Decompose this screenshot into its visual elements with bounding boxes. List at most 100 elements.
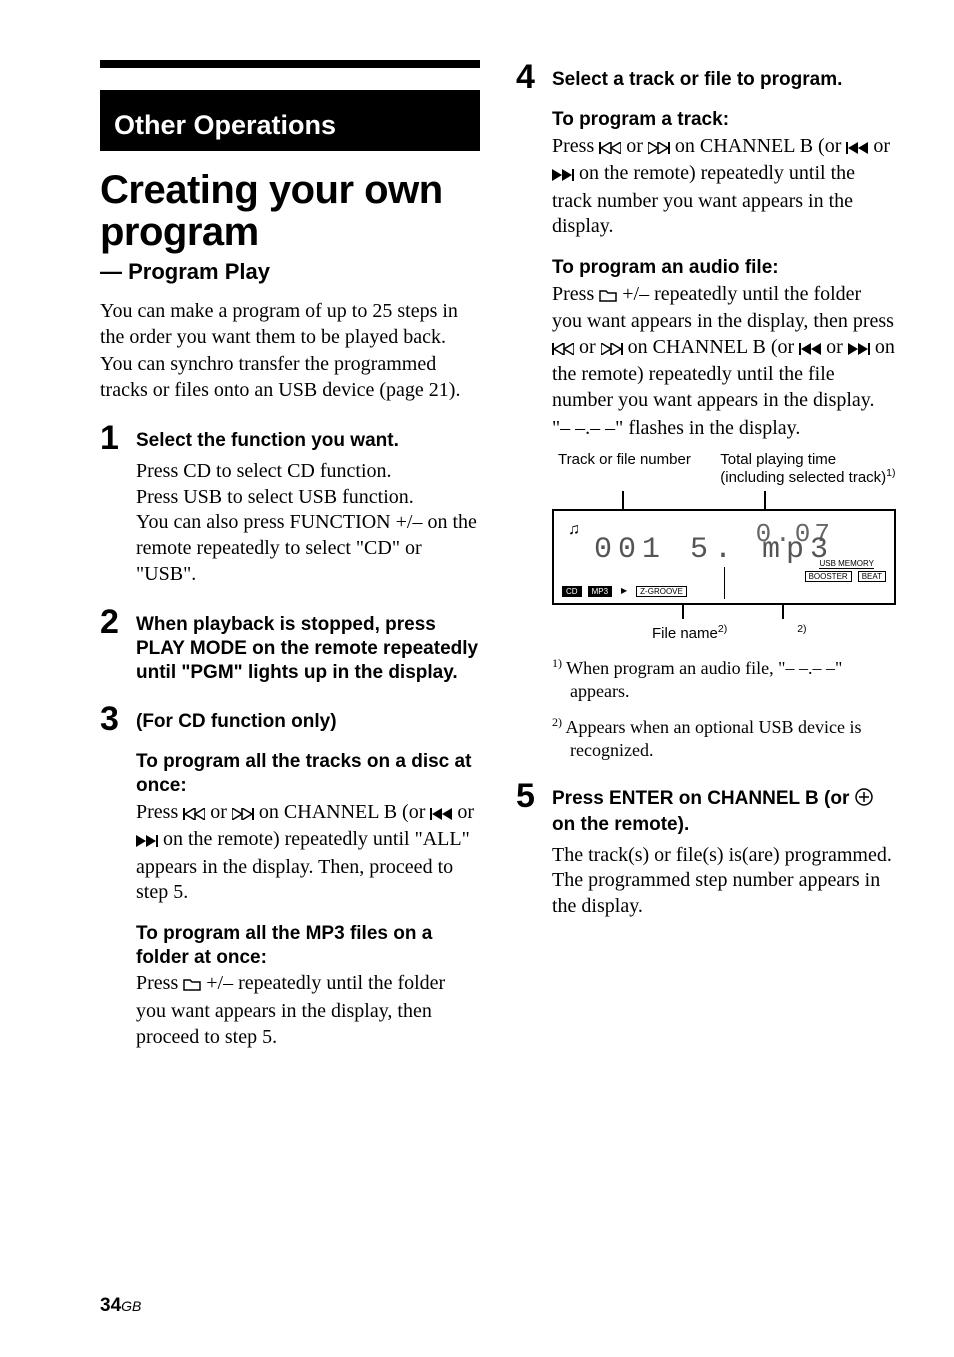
step-2: 2 When playback is stopped, press PLAY M… [100,605,480,684]
step-3-sub1-a: Press [136,801,183,823]
step-5-head: Press ENTER on CHANNEL B (or on the remo… [552,787,896,837]
step-4-sub2-a: Press [552,283,599,305]
or-text: or [826,336,848,358]
section-bar-wrap: Other Operations [100,60,480,163]
enter-icon [855,788,873,813]
footnote-2: 2) Appears when an optional USB device i… [552,716,896,761]
step-3-head: (For CD function only) [136,710,480,734]
prev-track-solid-icon [799,337,821,363]
or-text: or [579,336,601,358]
usb-memory-label: USB MEMORY [819,559,874,569]
annotation-2: 2) [797,625,806,643]
prev-track-icon [599,136,621,162]
annotation-file-name: File name2) [652,625,727,643]
footnote-2-num: 2) [552,715,562,729]
step-2-number: 2 [100,605,128,639]
annot-bl-sup: 2) [718,623,727,635]
step-3-sub1-b: on CHANNEL B (or [259,801,430,823]
badge-beat: BEAT [858,571,886,582]
annot-br: 2) [797,623,806,635]
step-4-sub2-head: To program an audio file: [552,256,896,280]
step-4-body: Select a track or file to program. To pr… [552,60,896,761]
next-track-icon [601,337,623,363]
step-5-number: 5 [516,779,544,813]
page-footer: 34GB [100,1295,141,1317]
intro-paragraph-1: You can make a program of up to 25 steps… [100,299,480,350]
prev-track-solid-icon [846,136,868,162]
step-4-flash: "– –.– –" flashes in the display. [552,416,896,442]
step-4-head: Select a track or file to program. [552,68,896,92]
annot-top-right-l1: Total playing time [720,451,836,468]
annotation-top: Track or file number Total playing time … [558,451,896,487]
next-track-solid-icon [136,829,158,855]
step-3-sub2-head: To program all the MP3 files on a folder… [136,922,480,970]
or-text: or [210,801,232,823]
next-track-solid-icon [848,337,870,363]
annotation-track-number: Track or file number [558,451,710,487]
next-track-icon [648,136,670,162]
footnote-2-text: Appears when an optional USB device is r… [562,717,861,760]
step-1-para: Press CD to select CD function. Press US… [136,459,480,587]
or-text: or [873,135,890,157]
display-badges-right: BOOSTER BEAT [805,571,886,582]
step-5-body: Press ENTER on CHANNEL B (or on the remo… [552,779,896,919]
step-4-sub1-c: on the remote) repeatedly until the trac… [552,162,855,237]
badge-zgroove: Z-GROOVE [636,586,687,597]
step-3-body: (For CD function only) To program all th… [136,702,480,1050]
page-columns: Other Operations Creating your own progr… [0,0,954,1050]
step-4-number: 4 [516,60,544,94]
step-3-sub1-head: To program all the tracks on a disc at o… [136,750,480,798]
folder-icon [183,973,201,999]
step-3-sub2-para: Press +/– repeatedly until the folder yo… [136,971,480,1050]
step-4-sub1-para: Press or on CHANNEL B (or or on the remo… [552,134,896,240]
prev-track-icon [552,337,574,363]
step-4: 4 Select a track or file to program. To … [516,60,896,761]
display-badges-left: CD MP3 ▶ Z-GROOVE [562,586,687,597]
page-number: 34 [100,1295,121,1316]
annotation-total-time: Total playing time (including selected t… [720,451,896,487]
step-2-head: When playback is stopped, press PLAY MOD… [136,613,480,684]
badge-cd: CD [562,586,582,597]
step-3: 3 (For CD function only) To program all … [100,702,480,1050]
intro-paragraph-2: You can synchro transfer the programmed … [100,352,480,403]
step-5: 5 Press ENTER on CHANNEL B (or on the re… [516,779,896,919]
annot-bl: File name [652,625,718,642]
page-title: Creating your own program [100,169,480,253]
step-1-head: Select the function you want. [136,429,480,453]
next-track-solid-icon [552,163,574,189]
page-subtitle: — Program Play [100,259,480,285]
step-3-number: 3 [100,702,128,736]
step-3-sub2-a: Press [136,972,183,994]
left-column: Other Operations Creating your own progr… [100,60,480,1050]
step-1: 1 Select the function you want. Press CD… [100,421,480,587]
top-leader-lines [552,491,896,509]
step-2-body: When playback is stopped, press PLAY MOD… [136,605,480,684]
footnote-1-text: When program an audio file, "– –.– –" ap… [562,658,842,701]
other-operations-heading: Other Operations [100,90,480,163]
or-text-2: or [457,801,474,823]
display-divider [724,567,725,599]
step-5-head-a: Press ENTER on CHANNEL B (or [552,788,855,809]
footnote-1: 1) When program an audio file, "– –.– –"… [552,657,896,702]
step-4-sub2-para: Press +/– repeatedly until the folder yo… [552,282,896,414]
annot-top-right-l2: (including selected track) [720,469,886,486]
step-3-sub1-c: on the remote) repeatedly until "ALL" ap… [136,828,470,903]
step-4-sub1-a: Press [552,135,599,157]
next-track-icon [232,802,254,828]
annotation-bottom: File name2) 2) [652,625,896,643]
annot-sup-1: 1) [886,467,895,479]
footnote-1-num: 1) [552,656,562,670]
step-1-body: Select the function you want. Press CD t… [136,421,480,587]
display-diagram: Track or file number Total playing time … [552,451,896,643]
step-5-para: The track(s) or file(s) is(are) programm… [552,843,896,920]
step-4-sub1-b: on CHANNEL B (or [675,135,846,157]
step-4-sub2-c: on CHANNEL B (or [628,336,799,358]
bottom-leader-lines [552,605,896,619]
prev-track-icon [183,802,205,828]
display-box: ♫ 0.07 001 5. mp3 CD MP3 ▶ Z-GROOVE USB … [552,509,896,605]
or-text: or [626,135,648,157]
step-5-head-b: on the remote). [552,814,689,835]
page-gb: GB [121,1298,141,1314]
right-column: 4 Select a track or file to program. To … [516,60,896,1050]
folder-icon [599,284,617,310]
